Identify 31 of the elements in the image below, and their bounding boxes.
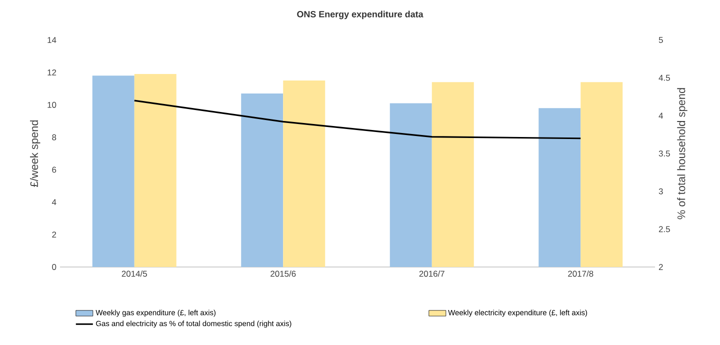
bar <box>580 82 623 267</box>
y2-tick-label: 2 <box>658 264 663 270</box>
bar <box>134 74 176 267</box>
bar <box>538 108 581 267</box>
x-tick-label: 2014/5 <box>122 270 147 277</box>
y-axis-title: £/week spend <box>30 120 40 187</box>
y-tick-label: 0 <box>52 264 56 270</box>
y2-tick-label: 3.5 <box>658 150 670 156</box>
y2-axis-title: % of total household spend <box>677 88 688 220</box>
y-tick-label: 4 <box>52 199 56 206</box>
bar <box>390 103 432 267</box>
bar <box>283 80 326 267</box>
x-tick-label: 2015/6 <box>270 270 296 277</box>
y-tick-label: 12 <box>48 69 56 76</box>
y-tick-label: 6 <box>52 166 56 173</box>
y-tick-label: 10 <box>48 102 56 108</box>
y2-tick-label: 3 <box>658 188 663 194</box>
y2-tick-label: 2.5 <box>658 226 670 232</box>
bar <box>241 94 284 267</box>
y2-tick-label: 4.5 <box>658 74 670 81</box>
y2-tick-label: 4 <box>658 112 663 119</box>
bar <box>92 76 134 267</box>
y-tick-label: 14 <box>48 37 56 43</box>
x-tick-label: 2016/7 <box>419 270 444 277</box>
bar <box>432 82 474 267</box>
chart-title: ONS Energy expenditure data <box>297 10 424 20</box>
line-series <box>134 100 582 140</box>
x-tick-label: 2017/8 <box>568 270 594 277</box>
y-tick-label: 8 <box>52 134 56 140</box>
y-tick-label: 2 <box>52 232 56 238</box>
y2-tick-label: 5 <box>658 37 663 43</box>
